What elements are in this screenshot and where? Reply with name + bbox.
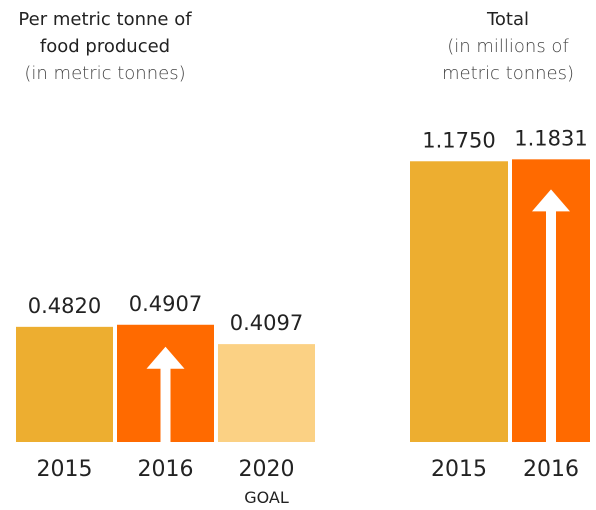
value-label: 1.1831 [514, 126, 587, 150]
value-label: 0.4907 [129, 292, 202, 316]
chart-heading: Per metric tonne of food produced (in me… [0, 6, 210, 87]
bar [410, 161, 508, 442]
arrow-shaft [160, 366, 171, 442]
x-tick-label: 2020 [239, 457, 295, 482]
chart-title: Total [486, 9, 530, 30]
value-label: 1.1750 [422, 128, 495, 152]
value-label: 0.4097 [230, 311, 303, 335]
arrow-head [532, 189, 570, 212]
arrow-shaft [546, 209, 556, 442]
chart-subtitle: (in metric tonnes) [24, 63, 186, 84]
chart-heading: Total (in millions of metric tonnes) [420, 6, 596, 87]
annotation: GOAL [244, 488, 289, 507]
chart-title: Per metric tonne of food produced [18, 9, 192, 57]
chart-subtitle: (in millions of metric tonnes) [441, 36, 575, 84]
value-label: 0.4820 [28, 294, 101, 318]
arrow-head [146, 346, 185, 369]
bar [218, 344, 315, 442]
bar [16, 326, 113, 442]
x-tick-label: 2016 [138, 457, 194, 482]
x-tick-label: 2015 [431, 457, 487, 482]
x-tick-label: 2016 [523, 457, 579, 482]
x-tick-label: 2015 [37, 457, 93, 482]
